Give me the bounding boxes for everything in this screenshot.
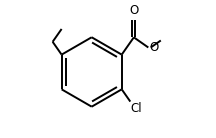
Text: O: O <box>149 41 158 54</box>
Text: Cl: Cl <box>131 102 142 115</box>
Text: O: O <box>129 4 138 17</box>
